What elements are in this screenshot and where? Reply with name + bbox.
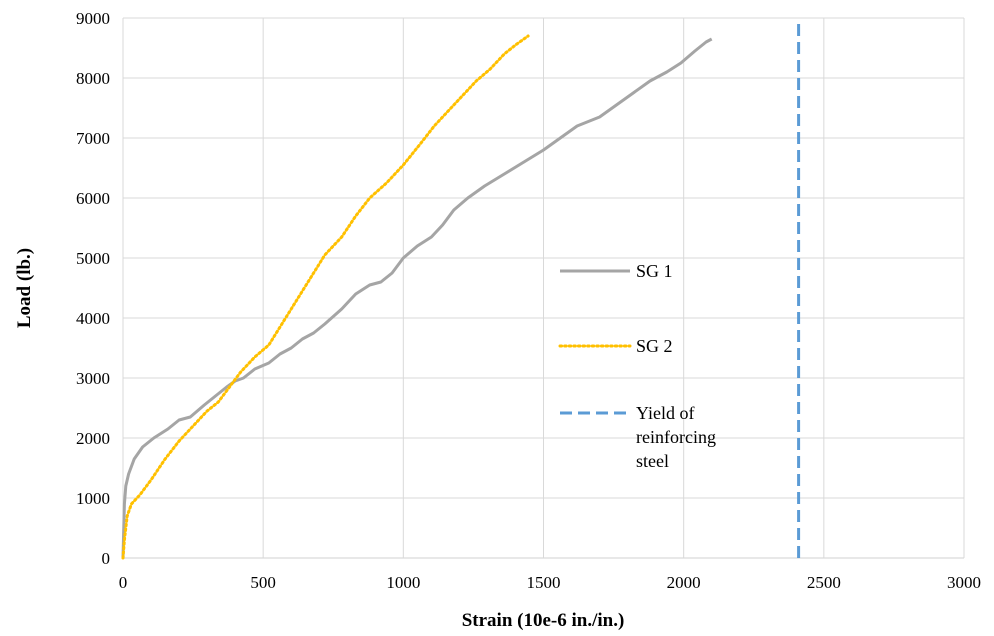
x-tick-label: 1500 [527,573,561,592]
x-tick-label: 1000 [386,573,420,592]
y-axis-ticks: 0 1000 2000 3000 4000 5000 6000 7000 8000 9000 [76,9,110,568]
series-line-1 [121,37,713,559]
y-tick-label: 6000 [76,189,110,208]
legend-label: SG 2 [636,336,673,356]
y-axis-title: Load (lb.) [14,248,35,328]
chart-gridlines [122,17,965,559]
legend-label: Yield of [636,403,695,423]
y-tick-label: 9000 [76,9,110,28]
x-tick-label: 0 [119,573,128,592]
y-tick-label: 4000 [76,309,110,328]
y-tick-label: 2000 [76,429,110,448]
plot-area [122,18,964,559]
x-tick-label: 3000 [947,573,981,592]
y-tick-label: 5000 [76,249,110,268]
legend-label: steel [636,451,669,471]
y-tick-label: 7000 [76,129,110,148]
chart-legend: SG 1 SG 2 Yield of reinforcing steel [558,261,716,471]
x-tick-label: 500 [250,573,276,592]
legend-label: reinforcing [636,427,716,447]
y-tick-label: 0 [102,549,111,568]
y-tick-label: 1000 [76,489,110,508]
x-tick-label: 2000 [667,573,701,592]
x-axis-ticks: 0 500 1000 1500 2000 2500 3000 [119,573,981,592]
x-axis-title: Strain (10e-6 in./in.) [462,610,625,631]
data-series [121,18,801,560]
legend-label: SG 1 [636,261,673,281]
y-tick-label: 3000 [76,369,110,388]
x-tick-label: 2500 [807,573,841,592]
y-tick-label: 8000 [76,69,110,88]
series-line-2 [121,34,530,560]
